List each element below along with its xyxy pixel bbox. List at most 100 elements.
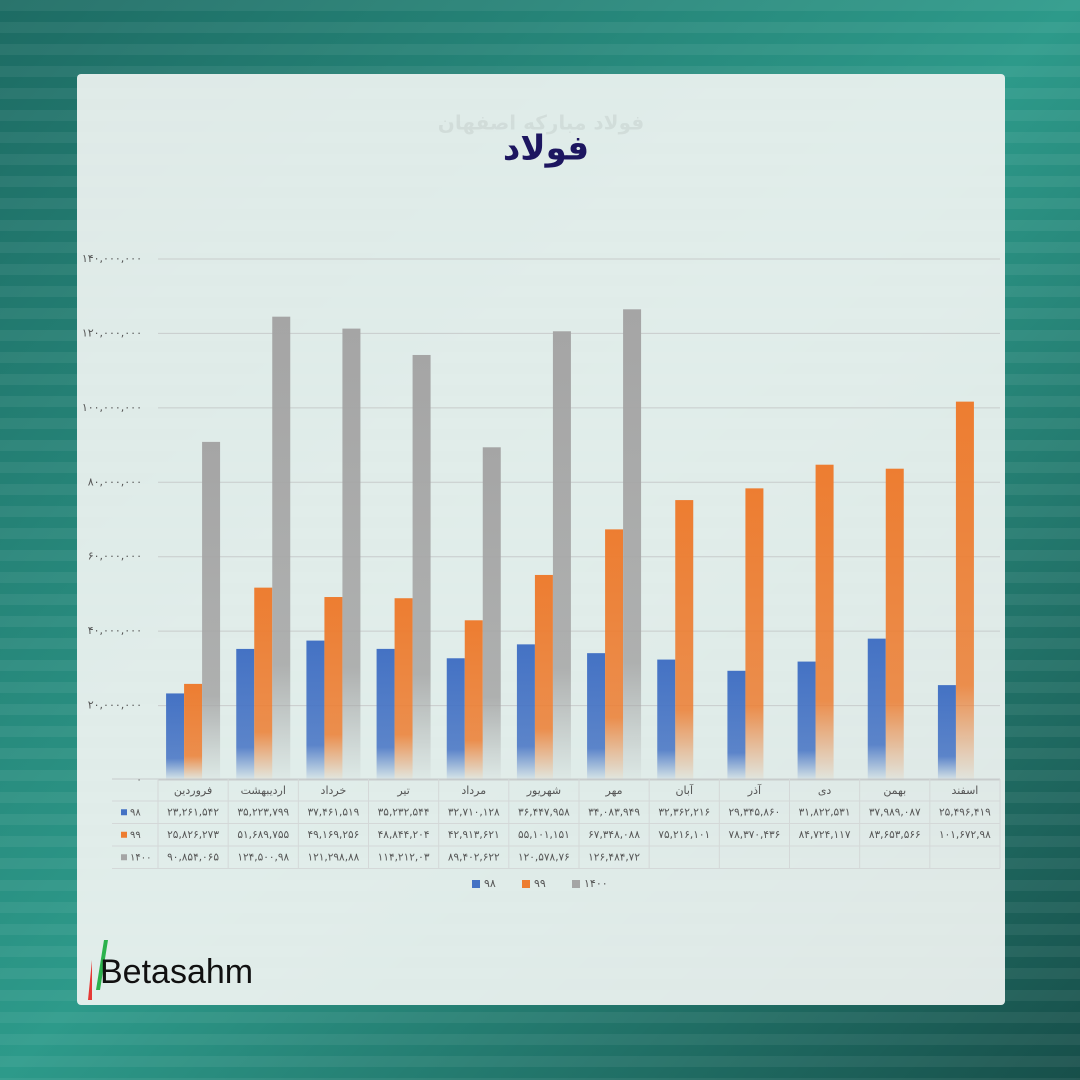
table-value: ۳۷,۴۶۱,۵۱۹: [308, 806, 360, 818]
x-tick-label: بهمن: [883, 784, 906, 797]
table-value: ۳۶,۴۴۷,۹۵۸: [518, 806, 570, 818]
bar: [867, 638, 886, 780]
table-value: ۸۳,۶۵۳,۵۶۶: [869, 829, 921, 841]
bar: [745, 488, 764, 780]
x-tick-label: خرداد: [321, 784, 347, 797]
x-tick-label: اردیبهشت: [241, 784, 286, 797]
bar: [446, 658, 465, 780]
legend-swatch: [522, 880, 530, 888]
y-tick-label: ۲۰,۰۰۰,۰۰۰: [88, 699, 142, 712]
bar: [412, 354, 431, 780]
bar: [464, 620, 483, 780]
y-tick-label: ۱۰۰,۰۰۰,۰۰۰: [82, 401, 142, 414]
bar: [937, 685, 956, 780]
table-value: ۲۹,۳۴۵,۸۶۰: [729, 806, 781, 818]
bar: [885, 468, 904, 780]
table-value: ۳۲,۳۶۲,۲۱۶: [658, 806, 710, 818]
bar: [727, 670, 746, 780]
table-value: ۲۳,۲۶۱,۵۴۲: [167, 806, 219, 818]
bar: [166, 693, 185, 780]
bar: [657, 659, 676, 780]
bar: [272, 316, 291, 780]
bar: [955, 401, 974, 780]
x-tick-label: شهریور: [526, 784, 561, 797]
table-value: ۳۲,۷۱۰,۱۲۸: [448, 806, 500, 818]
table-key: [121, 854, 127, 861]
x-tick-label: آذر: [747, 783, 762, 797]
table-value: ۲۵,۴۹۶,۴۱۹: [939, 806, 991, 818]
table-value: ۵۵,۱۰۱,۱۵۱: [518, 829, 570, 841]
table-series-name: ۱۴۰۰: [130, 852, 151, 863]
bar: [797, 661, 816, 780]
legend-label: ۹۸: [484, 877, 496, 890]
bar: [815, 464, 834, 780]
table-value: ۳۵,۲۳۲,۵۴۴: [378, 806, 430, 818]
table-value: ۷۵,۲۱۶,۱۰۱: [658, 829, 710, 841]
x-tick-label: فروردین: [174, 784, 212, 797]
bar: [324, 597, 343, 780]
x-tick-label: آبان: [675, 783, 693, 797]
table-value: ۸۴,۷۲۴,۱۱۷: [799, 829, 851, 841]
bar: [516, 644, 535, 780]
bar: [202, 441, 221, 780]
bar: [184, 683, 203, 780]
table-value: ۳۷,۹۸۹,۰۸۷: [869, 806, 921, 818]
y-tick-label: ۸۰,۰۰۰,۰۰۰: [88, 475, 142, 488]
table-value: ۵۱,۶۸۹,۷۵۵: [237, 829, 289, 841]
watermark: فولاد مبارکه اصفهان: [438, 111, 644, 135]
logo: Betasahm: [88, 940, 253, 1000]
legend-label: ۹۹: [534, 877, 546, 890]
table-value: ۱۰۱,۶۷۲,۹۸: [939, 829, 991, 841]
x-tick-label: اسفند: [951, 784, 978, 797]
bar: [623, 309, 642, 780]
y-tick-label: ۶۰,۰۰۰,۰۰۰: [88, 550, 142, 563]
table-value: ۴۲,۹۱۳,۶۲۱: [448, 829, 500, 841]
table-value: ۱۲۰,۵۷۸,۷۶: [518, 851, 570, 863]
table-value: ۶۷,۳۴۸,۰۸۸: [588, 829, 640, 841]
table-value: ۹۰,۸۵۴,۰۶۵: [167, 851, 219, 863]
table-value: ۴۸,۸۴۴,۲۰۴: [378, 829, 430, 841]
chart-title: فولاد: [503, 129, 589, 169]
table-series-name: ۹۸: [130, 807, 141, 818]
table-value: ۱۲۴,۵۰۰,۹۸: [237, 851, 289, 863]
x-tick-label: تیر: [396, 784, 409, 797]
table-value: ۳۴,۰۸۳,۹۴۹: [588, 806, 640, 818]
bar: [254, 587, 273, 780]
bar: [605, 529, 624, 780]
legend-swatch: [472, 880, 480, 888]
bar: [342, 328, 361, 780]
table-key: [121, 809, 127, 816]
table-value: ۴۹,۱۶۹,۲۵۶: [308, 829, 360, 841]
table-series-name: ۹۹: [130, 830, 141, 841]
brand: Betasahm: [100, 953, 253, 991]
bar: [376, 648, 395, 780]
logo-arrow-down: [88, 960, 92, 1000]
bar: [552, 331, 571, 780]
table-value: ۷۸,۳۷۰,۴۳۶: [729, 829, 781, 841]
bar: [534, 574, 553, 780]
x-tick-label: مرداد: [461, 784, 486, 797]
x-tick-label: مهر: [605, 784, 623, 797]
table-value: ۳۱,۸۲۲,۵۳۱: [799, 806, 851, 818]
bar: [236, 648, 255, 780]
bar: [587, 653, 606, 780]
y-tick-label: ۱۴۰,۰۰۰,۰۰۰: [82, 252, 142, 265]
bar: [394, 598, 413, 780]
legend-label: ۱۴۰۰: [584, 877, 608, 890]
table-value: ۱۲۱,۲۹۸,۸۸: [308, 851, 360, 863]
table-value: ۲۵,۸۲۶,۲۷۳: [167, 829, 219, 841]
table-value: ۱۲۶,۴۸۴,۷۲: [588, 851, 640, 863]
table-key: [121, 831, 127, 838]
table-value: ۱۱۴,۲۱۲,۰۳: [378, 851, 430, 863]
table-value: ۸۹,۴۰۲,۶۲۲: [448, 851, 500, 863]
bar: [482, 447, 501, 780]
y-tick-label: ۱۲۰,۰۰۰,۰۰۰: [82, 326, 142, 339]
legend-swatch: [572, 880, 580, 888]
logo-arrow-up: [96, 940, 108, 990]
table-value: ۳۵,۲۲۳,۷۹۹: [237, 806, 289, 818]
bar: [675, 500, 694, 780]
x-tick-label: دی: [818, 784, 832, 797]
y-tick-label: ۴۰,۰۰۰,۰۰۰: [88, 624, 142, 637]
bar: [306, 640, 325, 780]
